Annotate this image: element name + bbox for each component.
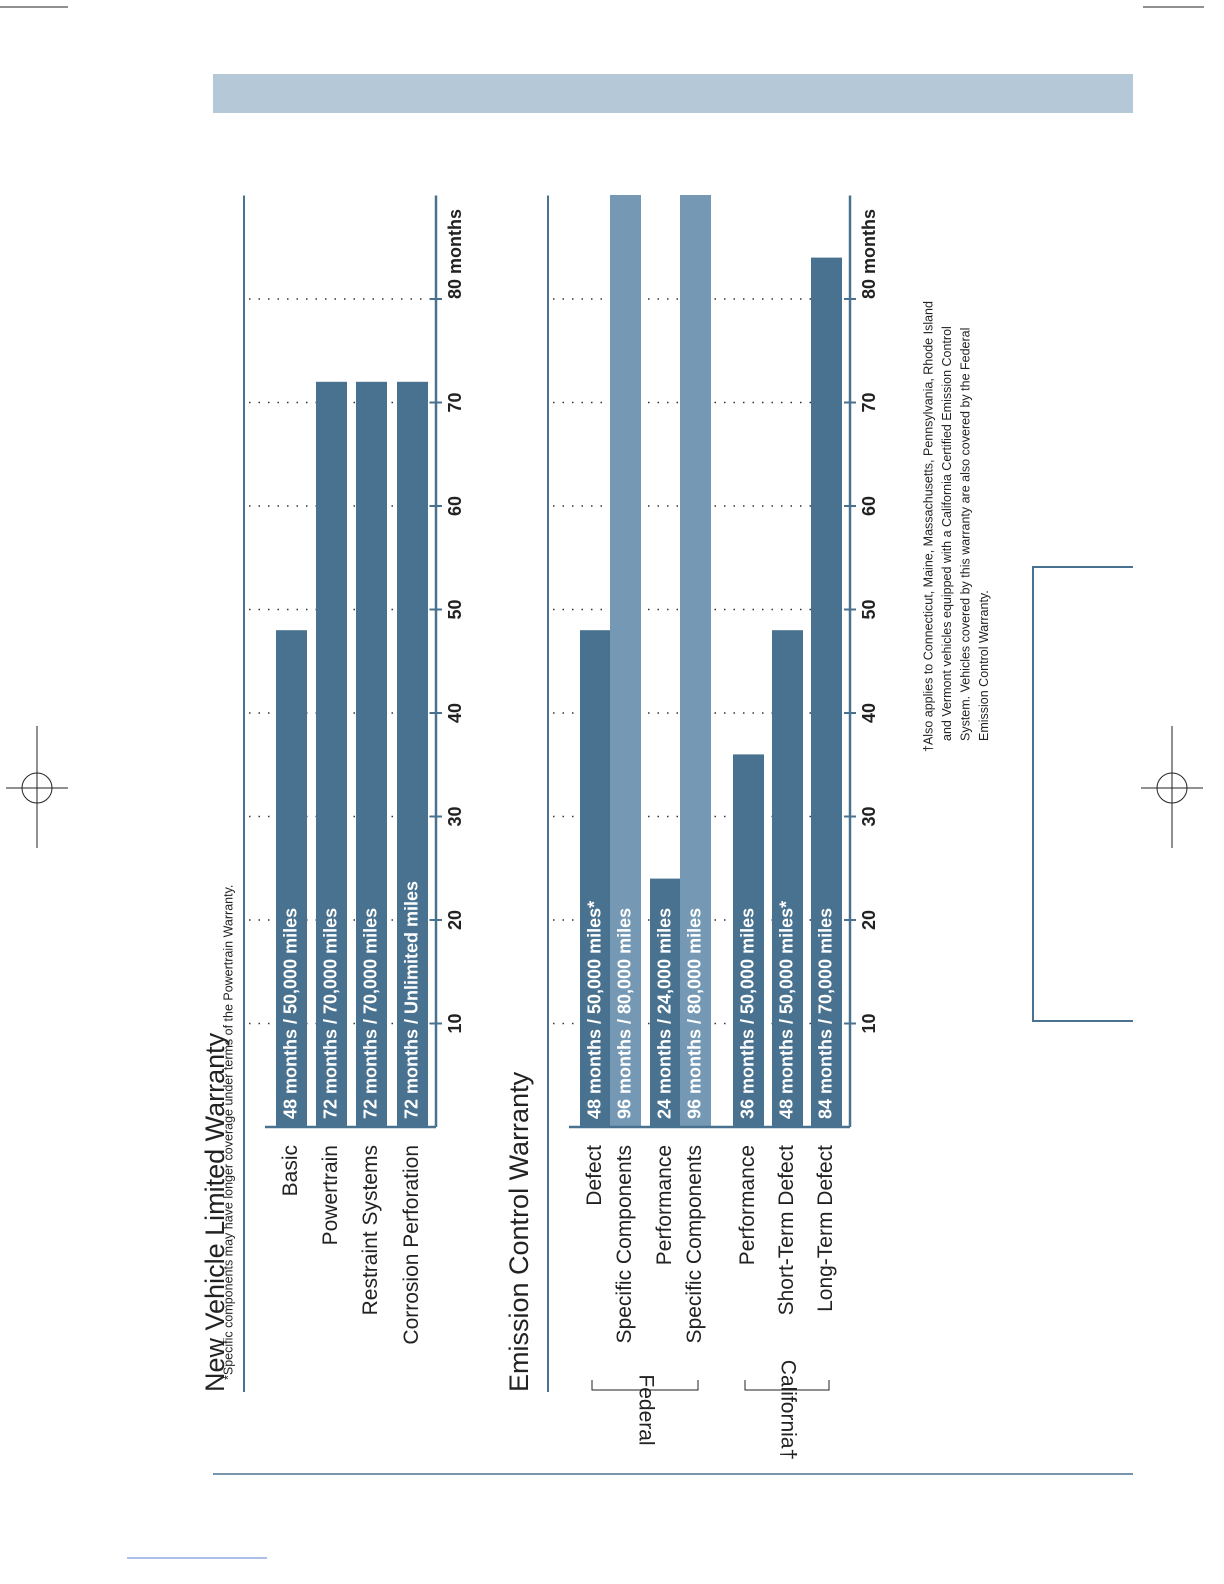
bar	[316, 381, 347, 1127]
bar	[610, 195, 641, 1127]
tick-label: 60	[445, 496, 465, 516]
category-label: Restraint Systems	[359, 1145, 382, 1315]
category-label: Basic	[279, 1145, 302, 1196]
tick-label: 50	[445, 599, 465, 619]
footnote: System. Vehicles covered by this warrant…	[958, 328, 972, 741]
value-label: 72 months / Unlimited miles	[401, 881, 421, 1119]
chart-title: New Vehicle Limited Warranty	[200, 1032, 230, 1392]
value-label: 84 months / 70,000 miles	[815, 908, 835, 1119]
tick-label: 60	[859, 496, 879, 516]
tick-label: 70	[445, 392, 465, 412]
value-label: 72 months / 70,000 miles	[360, 908, 380, 1119]
bar	[650, 878, 681, 1127]
tick-label: 80 months	[859, 209, 879, 299]
side-box	[1032, 566, 1133, 1022]
header-band	[213, 74, 1133, 113]
tick-label: 30	[859, 806, 879, 826]
tick-label: 20	[859, 910, 879, 930]
value-label: 96 months / 80,000 miles	[614, 908, 634, 1119]
bar	[811, 257, 842, 1128]
bar	[397, 381, 428, 1127]
category-label: Powertrain	[319, 1145, 342, 1245]
bar	[276, 630, 307, 1127]
tick-label: 40	[445, 703, 465, 723]
category-label: Defect	[583, 1145, 606, 1206]
tick-label: 70	[859, 392, 879, 412]
tick-label: 50	[859, 599, 879, 619]
tick-label: 20	[445, 910, 465, 930]
tick-label: 10	[859, 1013, 879, 1033]
footnote: and Vermont vehicles equipped with a Cal…	[940, 326, 954, 741]
tick-label: 40	[859, 703, 879, 723]
category-label: Long-Term Defect	[814, 1145, 837, 1312]
category-label: Specific Components	[613, 1145, 636, 1343]
group-label: California†	[776, 1360, 799, 1460]
bars	[276, 381, 428, 1127]
tick-label: 30	[445, 806, 465, 826]
value-label: 48 months / 50,000 miles*	[584, 901, 604, 1119]
category-label: Specific Components	[683, 1145, 706, 1343]
chart-title: Emission Control Warranty	[504, 1071, 534, 1392]
value-label: 72 months / 70,000 miles	[320, 908, 340, 1119]
footnote: *Specific components may have longer cov…	[221, 885, 235, 1380]
category-label: Performance	[653, 1145, 676, 1265]
group-bracket	[744, 1380, 830, 1391]
value-label: 96 months / 80,000 miles	[684, 908, 704, 1119]
bar	[680, 195, 711, 1127]
category-label: Short-Term Defect	[775, 1145, 798, 1316]
group-label: Federal	[634, 1374, 657, 1445]
footnote: Emission Control Warranty.	[977, 590, 991, 741]
bar	[580, 630, 611, 1127]
crop-marks	[0, 6, 1204, 848]
value-label: 36 months / 50,000 miles	[737, 908, 757, 1119]
bar	[772, 630, 803, 1127]
tick-label: 10	[445, 1013, 465, 1033]
footnote: †Also applies to Connecticut, Maine, Mas…	[921, 301, 935, 752]
category-label: Corrosion Perforation	[400, 1145, 423, 1345]
value-label: 48 months / 50,000 miles	[280, 908, 300, 1119]
bars	[580, 195, 842, 1128]
bar	[356, 381, 387, 1127]
category-label: Performance	[736, 1145, 759, 1265]
bar	[733, 754, 764, 1127]
group-bracket	[591, 1380, 699, 1391]
tick-label: 80 months	[445, 209, 465, 299]
value-label: 48 months / 50,000 miles*	[776, 901, 796, 1119]
value-label: 24 months / 24,000 miles	[654, 908, 674, 1119]
